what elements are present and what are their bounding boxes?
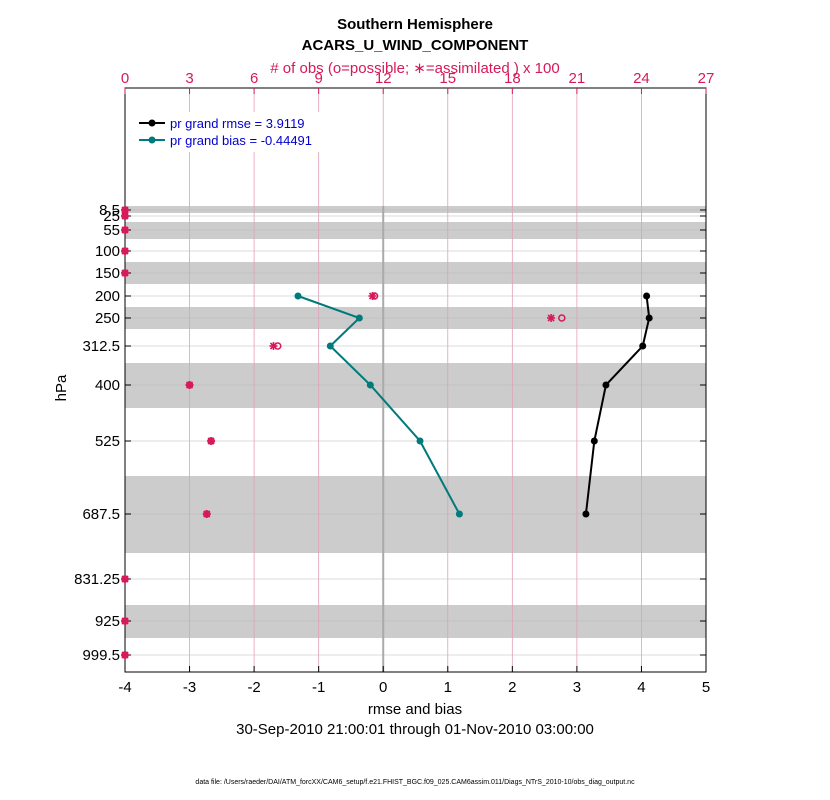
- data-file-footnote: data file: /Users/raeder/DAI/ATM_forcXX/…: [195, 779, 635, 786]
- obs-assimilated-marker: [547, 314, 556, 322]
- bias-point: [455, 510, 463, 518]
- y-tick-label: 25: [103, 208, 120, 225]
- rmse-point: [639, 342, 647, 350]
- top-tick-label: 3: [185, 70, 193, 87]
- obs-assimilated-marker: [121, 226, 129, 234]
- top-tick-label: 21: [569, 70, 586, 87]
- rmse-point: [645, 314, 653, 322]
- top-tick-label: 15: [439, 70, 456, 87]
- rmse-point: [590, 437, 598, 445]
- rmse-line: [584, 295, 651, 515]
- obs-assimilated-marker: [121, 651, 129, 659]
- bias-point: [355, 314, 363, 322]
- obs-assimilated-marker: [121, 269, 129, 277]
- pressure-band: [125, 476, 706, 553]
- obs-assimilated-marker: [121, 617, 129, 625]
- top-tick-label: 0: [121, 70, 129, 87]
- y-tick-label: 400: [95, 377, 120, 394]
- y-tick-label: 250: [95, 310, 120, 327]
- legend-entry-rmse: pr grand rmse = 3.9119: [170, 116, 305, 131]
- grid-lines: [125, 88, 706, 672]
- obs-assimilated-marker: [121, 247, 129, 255]
- bias-line: [297, 295, 461, 515]
- obs-assimilated-marker: [121, 212, 129, 220]
- rmse-point: [602, 381, 610, 389]
- bias-point: [416, 437, 424, 445]
- y-tick-label: 831.25: [74, 571, 120, 588]
- axis-ticks: -4 -3 -2 -1 0 1 2 3 4 50 3 6 9 12 15 18 21 24 278.52555100…: [74, 70, 714, 696]
- x-axis-label: rmse and bias: [368, 701, 462, 718]
- pressure-band: [125, 363, 706, 408]
- obs-assimilated-marker: [202, 510, 211, 518]
- legend: pr grand rmse = 3.9119 pr grand bias = -…: [131, 112, 341, 152]
- pressure-band: [125, 605, 706, 638]
- pressure-bands: [125, 206, 706, 638]
- top-tick-label: 18: [504, 70, 521, 87]
- x-tick-label: 0: [379, 679, 387, 696]
- chart-title: Southern Hemisphere: [337, 16, 493, 33]
- pressure-band: [125, 222, 706, 239]
- y-tick-label: 925: [95, 613, 120, 630]
- y-tick-label: 312.5: [82, 338, 120, 355]
- y-tick-label: 55: [103, 222, 120, 239]
- rmse-point: [582, 510, 590, 518]
- top-tick-label: 24: [633, 70, 650, 87]
- x-tick-label: -3: [183, 679, 196, 696]
- top-axis-label: # of obs (o=possible; ∗=assimilated ) x …: [270, 60, 559, 77]
- rmse-point: [643, 292, 651, 300]
- y-tick-label: 100: [95, 243, 120, 260]
- top-tick-label: 27: [698, 70, 715, 87]
- y-tick-label: 525: [95, 433, 120, 450]
- legend-entry-bias: pr grand bias = -0.44491: [170, 133, 312, 148]
- y-tick-label: 999.5: [82, 647, 120, 664]
- legend-marker-rmse: [148, 119, 156, 127]
- bias-point: [294, 292, 302, 300]
- y-tick-label: 687.5: [82, 506, 120, 523]
- plot-frame: [124, 87, 707, 673]
- obs-possible-marker: [558, 314, 566, 322]
- pressure-band: [125, 206, 706, 213]
- obs-assimilated-marker: [207, 437, 216, 445]
- x-tick-label: -2: [247, 679, 260, 696]
- x-tick-label: -1: [312, 679, 325, 696]
- x-tick-label: 5: [702, 679, 710, 696]
- top-tick-label: 6: [250, 70, 258, 87]
- x-tick-label: 2: [508, 679, 516, 696]
- obs-assimilated-marker: [185, 381, 194, 389]
- x-tick-label: 1: [444, 679, 452, 696]
- legend-marker-bias: [148, 136, 156, 144]
- bias-point: [366, 381, 374, 389]
- series-layer: [294, 292, 653, 518]
- obs-assimilated-marker: [121, 206, 129, 214]
- top-tick-label: 12: [375, 70, 392, 87]
- chart-subtitle: ACARS_U_WIND_COMPONENT: [302, 37, 529, 54]
- top-tick-label: 9: [314, 70, 322, 87]
- date-range: 30-Sep-2010 21:00:01 through 01-Nov-2010…: [236, 721, 594, 738]
- bias-point: [326, 342, 334, 350]
- obs-assimilated-marker: [269, 342, 278, 350]
- x-tick-label: -4: [118, 679, 131, 696]
- y-axis-label: hPa: [53, 374, 70, 401]
- obs-assimilated-marker: [368, 292, 377, 300]
- x-tick-label: 3: [573, 679, 581, 696]
- x-tick-label: 4: [637, 679, 645, 696]
- y-tick-label: 150: [95, 265, 120, 282]
- obs-assimilated-marker: [121, 575, 129, 583]
- obs-markers: [121, 206, 566, 659]
- y-tick-label: 200: [95, 288, 120, 305]
- legend-box: [131, 112, 341, 152]
- y-tick-label: 8.5: [99, 202, 120, 219]
